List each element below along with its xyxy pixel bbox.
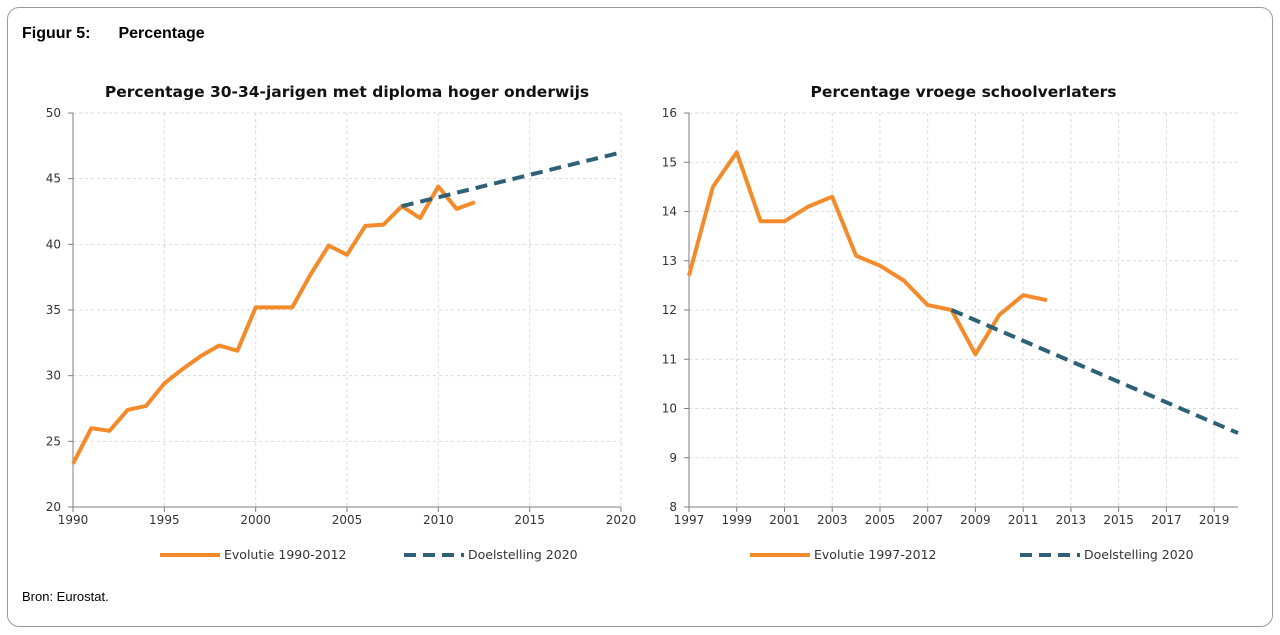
y-tick-label: 8 — [669, 500, 677, 514]
x-tick-label: 2011 — [1008, 513, 1039, 527]
y-tick-label: 20 — [46, 500, 61, 514]
x-tick-label: 1999 — [721, 513, 752, 527]
x-tick-label: 2015 — [514, 513, 545, 527]
x-tick-label: 2009 — [960, 513, 991, 527]
chart-2: Percentage vroege schoolverlaters 8 9 10 11 1… — [662, 83, 1239, 562]
figure-label: Figuur 5: — [22, 25, 91, 42]
y-tick-label: 10 — [662, 402, 677, 416]
series-line-evolution — [687, 150, 1048, 357]
figure-title: Figuur 5: Percentage — [22, 25, 205, 43]
figure-title-text: Percentage — [118, 25, 205, 42]
y-tick-label: 40 — [46, 237, 61, 251]
x-tick-label: 2017 — [1151, 513, 1182, 527]
chart-title: Percentage 30-34-jarigen met diploma hog… — [105, 83, 589, 101]
y-tick-label: 14 — [662, 205, 677, 219]
x-tick-label: 2020 — [606, 513, 637, 527]
series-line-evolution — [71, 184, 476, 465]
y-tick-label: 50 — [46, 106, 61, 120]
series-line-target — [950, 308, 1239, 435]
figure-frame — [7, 7, 1273, 627]
y-tick-label: 11 — [662, 352, 677, 366]
legend-label: Evolutie 1997-2012 — [814, 547, 937, 562]
x-tick-label: 2005 — [865, 513, 896, 527]
y-tick-label: 16 — [662, 106, 677, 120]
y-tick-label: 45 — [46, 172, 61, 186]
x-tick-label: 2005 — [332, 513, 363, 527]
y-tick-label: 13 — [662, 254, 677, 268]
x-tick-label: 2007 — [912, 513, 943, 527]
y-tick-label: 9 — [669, 451, 677, 465]
x-tick-label: 2015 — [1103, 513, 1134, 527]
x-tick-label: 1990 — [58, 513, 89, 527]
x-tick-label: 2013 — [1056, 513, 1087, 527]
x-tick-label: 1995 — [149, 513, 180, 527]
legend-label: Evolutie 1990-2012 — [224, 547, 347, 562]
x-tick-label: 2010 — [423, 513, 454, 527]
y-tick-label: 30 — [46, 369, 61, 383]
legend-label: Doelstelling 2020 — [1084, 547, 1194, 562]
source-note: Bron: Eurostat. — [22, 589, 109, 604]
y-tick-label: 12 — [662, 303, 677, 317]
x-tick-label: 2001 — [769, 513, 800, 527]
chart-title: Percentage vroege schoolverlaters — [811, 83, 1117, 101]
y-tick-label: 25 — [46, 434, 61, 448]
x-tick-label: 2003 — [817, 513, 848, 527]
legend-label: Doelstelling 2020 — [468, 547, 578, 562]
chart-1: Percentage 30-34-jarigen met diploma hog… — [46, 83, 637, 562]
y-tick-label: 15 — [662, 155, 677, 169]
x-tick-label: 2019 — [1199, 513, 1230, 527]
series-line-target — [401, 150, 622, 209]
y-tick-label: 35 — [46, 303, 61, 317]
x-tick-label: 2000 — [240, 513, 271, 527]
x-tick-label: 1997 — [674, 513, 705, 527]
